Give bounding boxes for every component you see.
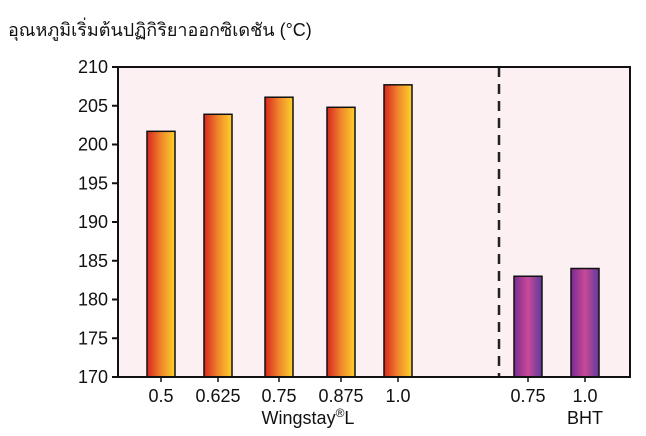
bar-wingstay-1.0 bbox=[383, 84, 413, 378]
y-tick-label: 195 bbox=[78, 173, 108, 193]
x-tick-label: 0.5 bbox=[148, 386, 173, 406]
group-label-bht: BHT bbox=[567, 408, 603, 428]
y-axis-ticks: 170 175 180 185 190 195 200 205 210 bbox=[78, 57, 118, 387]
bar-bht-0.75 bbox=[513, 275, 543, 378]
x-tick-label: 0.875 bbox=[318, 386, 363, 406]
bar-wingstay-0.75 bbox=[264, 96, 294, 378]
y-tick-label: 185 bbox=[78, 251, 108, 271]
y-tick-label: 175 bbox=[78, 328, 108, 348]
bars bbox=[146, 84, 600, 378]
y-tick-label: 180 bbox=[78, 290, 108, 310]
plot-frame bbox=[117, 66, 631, 378]
y-tick-label: 205 bbox=[78, 96, 108, 116]
x-axis-ticks: 0.5 0.625 0.75 0.875 1.0 0.75 1.0 bbox=[148, 377, 598, 406]
x-tick-label: 1.0 bbox=[572, 386, 597, 406]
group-label-wingstay: Wingstay®L bbox=[262, 406, 355, 428]
x-tick-label: 1.0 bbox=[385, 386, 410, 406]
y-tick-label: 210 bbox=[78, 57, 108, 77]
x-tick-label: 0.75 bbox=[510, 386, 545, 406]
plot-area bbox=[118, 67, 630, 377]
y-tick-label: 190 bbox=[78, 212, 108, 232]
bar-wingstay-0.5 bbox=[146, 130, 176, 378]
y-tick-label: 170 bbox=[78, 367, 108, 387]
bar-wingstay-0.875 bbox=[326, 106, 356, 378]
bar-wingstay-0.625 bbox=[203, 113, 233, 378]
y-axis-label: อุณหภูมิเริ่มต้นปฏิกิริยาออกซิเดชัน (°C) bbox=[8, 17, 312, 41]
x-tick-label: 0.75 bbox=[261, 386, 296, 406]
bar-bht-1.0 bbox=[570, 267, 600, 378]
y-tick-label: 200 bbox=[78, 135, 108, 155]
x-tick-label: 0.625 bbox=[195, 386, 240, 406]
